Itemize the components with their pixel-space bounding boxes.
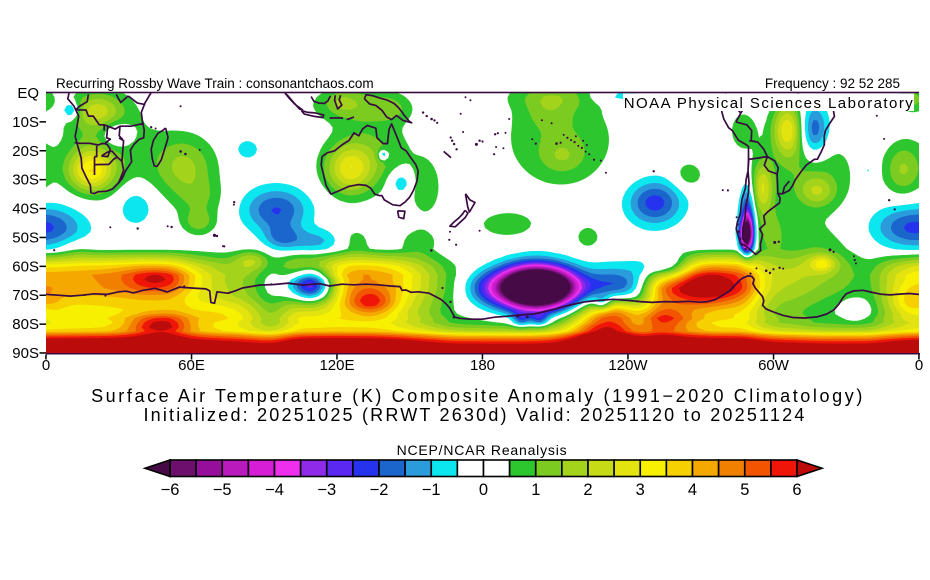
svg-text:EQ: EQ	[17, 85, 39, 102]
svg-text:40S: 40S	[12, 201, 39, 218]
svg-text:120E: 120E	[319, 357, 354, 374]
svg-text:1: 1	[531, 481, 540, 499]
svg-text:−5: −5	[213, 481, 232, 499]
svg-text:70S: 70S	[12, 287, 39, 304]
svg-text:2: 2	[583, 481, 592, 499]
svg-text:Initialized: 20251025 (RRWT 26: Initialized: 20251025 (RRWT 2630d) Valid…	[143, 405, 806, 425]
svg-text:Surface Air Temperature (K) Co: Surface Air Temperature (K) Composite An…	[91, 386, 865, 406]
svg-text:60E: 60E	[178, 357, 205, 374]
svg-text:30S: 30S	[12, 172, 39, 189]
svg-text:NCEP/NCAR Reanalysis: NCEP/NCAR Reanalysis	[397, 442, 568, 458]
svg-text:60W: 60W	[758, 357, 790, 374]
svg-text:NOAA Physical Sciences Laborat: NOAA Physical Sciences Laboratory	[624, 95, 914, 112]
svg-text:−6: −6	[161, 481, 180, 499]
svg-text:0: 0	[915, 357, 923, 374]
svg-text:−4: −4	[265, 481, 284, 499]
svg-text:90S: 90S	[12, 345, 39, 362]
svg-text:0: 0	[479, 481, 488, 499]
svg-text:3: 3	[636, 481, 645, 499]
svg-text:20S: 20S	[12, 143, 39, 160]
svg-text:Frequency : 92 52 285: Frequency : 92 52 285	[765, 76, 900, 91]
svg-text:4: 4	[688, 481, 697, 499]
svg-text:120W: 120W	[608, 357, 648, 374]
svg-text:Recurring Rossby Wave Train :: Recurring Rossby Wave Train : consonantc…	[56, 76, 374, 91]
svg-text:−2: −2	[370, 481, 389, 499]
svg-text:10S: 10S	[12, 114, 39, 131]
svg-text:50S: 50S	[12, 229, 39, 246]
svg-text:5: 5	[740, 481, 749, 499]
svg-text:6: 6	[792, 481, 801, 499]
svg-text:−1: −1	[422, 481, 441, 499]
svg-text:0: 0	[42, 357, 50, 374]
svg-text:180: 180	[470, 357, 495, 374]
svg-text:−3: −3	[317, 481, 336, 499]
svg-text:80S: 80S	[12, 316, 39, 333]
svg-text:60S: 60S	[12, 258, 39, 275]
